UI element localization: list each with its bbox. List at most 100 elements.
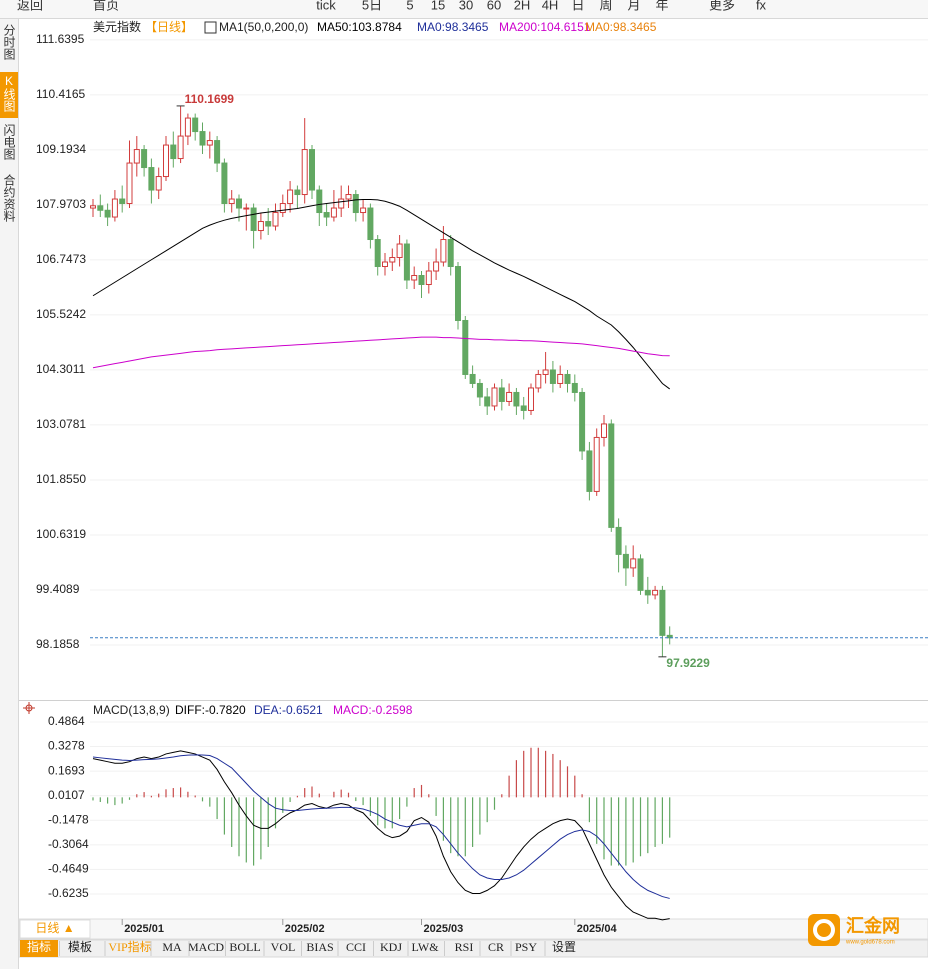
indicator-tab[interactable]: PSY [515,940,537,954]
side-tab[interactable]: 合约资料 [2,173,16,222]
active-indicator-tab[interactable] [20,940,58,957]
indicator-tab[interactable]: CCI [346,940,366,954]
candle-body [309,149,315,191]
candle-body [520,405,527,411]
candle-body [411,275,418,281]
y-tick-label: 101.8550 [36,472,86,486]
toolbar-button[interactable]: 首页 [93,0,119,12]
legend-part: MA0: [585,20,613,34]
toolbar-button[interactable]: 返回 [17,0,43,12]
candle-body [455,266,461,321]
macd-tick-label: 0.4864 [48,714,85,728]
candle-body [630,558,637,569]
candle-body [484,396,491,407]
logo-url: www.gold678.com [845,940,895,946]
indicator-tab[interactable]: 指标 [27,939,51,954]
legend-entry: MA200:104.6151 [499,20,591,34]
indicator-tab[interactable]: MA [162,940,182,954]
legend-part: 104.6151 [540,20,590,34]
macd-line [92,754,670,899]
toolbar-button[interactable]: 更多 [709,0,735,12]
toolbar-button[interactable]: 5 [406,0,413,12]
y-tick-label: 107.9703 [36,197,86,211]
candle-body [323,212,330,218]
candle-body [491,387,498,407]
toolbar-button[interactable]: 日 [571,0,584,12]
indicator-bar [18,939,928,958]
toolbar-button[interactable]: 15 [431,0,445,12]
candle-body [265,221,272,227]
candle-body [608,423,615,528]
candle-body [104,209,111,218]
candle-body [652,589,659,596]
candle-body [622,553,629,569]
candle-body [236,198,242,209]
low-label: 97.9229 [666,656,710,670]
y-tick-label: 100.6319 [36,527,86,541]
legend-part: 98.3465 [613,20,657,34]
period-tab[interactable] [19,919,91,939]
candle-body [593,436,600,492]
indicator-tab[interactable]: 模板 [68,940,92,954]
legend-part: DIFF: [175,703,205,717]
legend-part: MACD: [333,703,372,717]
legend-part: -0.6521 [282,703,323,717]
candle-body [192,117,199,133]
x-tick-label: 2025/03 [424,923,464,935]
indicator-tab[interactable]: BOLL [229,940,260,954]
candle-body [294,189,301,196]
indicator-tab[interactable]: RSI [455,940,474,954]
toolbar-button[interactable]: 4H [542,0,559,12]
legend-part: -0.7820 [205,703,246,717]
y-tick-label: 109.1934 [36,142,86,156]
indicator-tab[interactable]: 设置 [552,940,576,954]
candle-body [228,198,235,205]
y-tick-label: 104.3011 [36,362,85,376]
candle-body [586,450,593,492]
candle-body [476,382,483,398]
indicator-tab[interactable]: VOL [271,940,296,954]
indicator-tab[interactable]: CR [488,940,504,954]
toolbar-button[interactable]: 年 [655,0,668,12]
toolbar-button[interactable]: 60 [487,0,501,12]
candle-body [330,207,337,218]
legend-entry: MA0:98.3465 [417,20,489,34]
indicator-tab[interactable]: VIP指标 [108,939,151,954]
active-side-tab[interactable] [0,72,18,118]
side-tab[interactable]: 闪电图 [2,124,16,160]
indicator-tab[interactable]: BIAS [306,940,333,954]
toolbar-button[interactable]: 5日 [362,0,382,12]
toolbar-button[interactable]: 周 [599,0,612,12]
indicator-tab[interactable]: KDJ [380,940,402,954]
x-axis-bar [18,918,928,940]
macd-tick-label: 0.3278 [48,739,85,753]
candle-body [469,373,476,384]
candle-body [279,203,286,214]
candle-body [316,189,323,214]
toolbar-button[interactable]: fx [756,0,767,12]
candle-body [141,149,148,169]
legend-part: DEA: [254,703,282,717]
indicator-tab[interactable]: MACD [188,940,224,954]
candle-body [352,194,359,214]
macd-tick-label: -0.6235 [48,886,89,900]
candle-body [571,382,578,393]
indicator-tab[interactable]: LW& [411,940,439,954]
toolbar-button[interactable]: 2H [514,0,531,12]
toolbar-button[interactable]: 30 [459,0,473,12]
toolbar-button[interactable]: tick [316,0,336,12]
y-tick-label: 110.4165 [36,87,85,101]
y-tick-label: 98.1858 [36,637,80,651]
side-tab[interactable]: 分时图 [2,24,16,60]
candle-body [564,373,571,384]
indicator-icon [204,21,217,34]
side-tab[interactable]: K线图 [2,74,16,112]
candle-body [338,198,345,209]
toolbar-button[interactable]: 月 [627,0,640,12]
candle-body [549,369,556,384]
candle-body [374,239,381,268]
candle-body [257,221,264,232]
y-tick-label: 103.0781 [36,417,86,431]
candle-body [163,144,169,178]
ma-line [92,198,670,390]
